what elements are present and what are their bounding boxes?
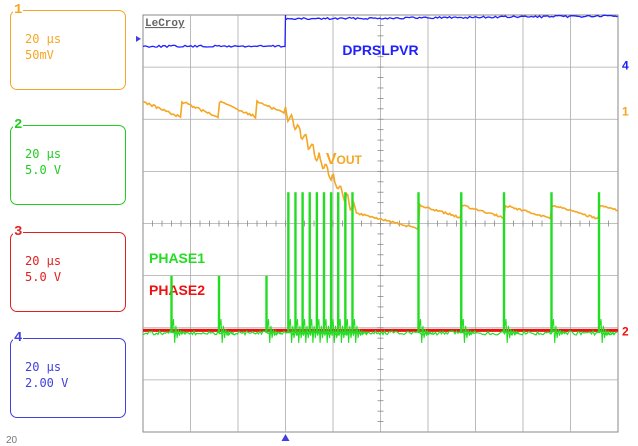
channel-2-box[interactable]: 2 20 µs 5.0 V [10, 118, 126, 205]
phase2-label: PHASE2 [149, 282, 205, 298]
phase1-ringing [551, 318, 567, 344]
phase1-pulse [322, 192, 326, 333]
channel-3-number: 3 [13, 224, 24, 240]
phase1-ringing [266, 318, 282, 344]
channel-4-number: 4 [13, 330, 24, 346]
center-ticks [142, 14, 619, 433]
phase1-pulse [315, 192, 319, 333]
channel-1-scale: 50mV [25, 48, 54, 62]
dprslpvr-trace [142, 14, 618, 49]
phase1-pulse [502, 192, 506, 333]
channel-2-timebase: 20 µs [25, 147, 62, 161]
phase1-pulse [344, 192, 347, 333]
phase1-pulse [265, 275, 268, 333]
vout-label-sub: OUT [337, 153, 363, 167]
phase1-pulse [301, 192, 304, 333]
phase1-pulse [460, 192, 463, 333]
phase1-pulse [217, 275, 221, 333]
phase1-pulse [329, 192, 333, 333]
channel-2-scale: 5.0 V [25, 163, 62, 177]
phase1-pulse [337, 192, 340, 333]
channel-4-scale: 2.00 V [25, 376, 69, 390]
phase1-pulse [597, 192, 601, 333]
phase1-pulse [308, 192, 311, 333]
phase1-pulse [294, 192, 297, 333]
phase1-ringing [352, 318, 368, 344]
phase1-ringing [418, 318, 434, 344]
offset-arrow-left [136, 35, 141, 42]
lecroy-logo: LeCroy [145, 18, 185, 30]
channel-marker-right: 4 [622, 59, 629, 73]
trigger-arrow [281, 434, 290, 441]
phase1-ringing [218, 318, 235, 344]
channel-4-box[interactable]: 4 20 µs 2.00 V [10, 331, 126, 418]
phase1-pulse [287, 192, 290, 333]
channel-2-number: 2 [13, 117, 24, 133]
vout-label: VOUT [326, 151, 363, 168]
phase1-ringing [503, 318, 520, 344]
vout-trace [143, 99, 618, 230]
phase1-pulse [170, 275, 173, 333]
phase1-pulse [417, 192, 420, 333]
phase1-ringing [460, 318, 477, 344]
channel-3-box[interactable]: 3 20 µs 5.0 V [10, 225, 126, 312]
channel-marker-right: 2 [622, 324, 629, 338]
phase1-pulse [550, 192, 553, 333]
phase1-trace [142, 192, 618, 344]
channel-3-timebase: 20 µs [25, 254, 62, 268]
channel-3-scale: 5.0 V [25, 270, 62, 284]
phase1-pulse [351, 192, 354, 333]
footer-label: 20 [6, 435, 18, 446]
channel-1-box[interactable]: 1 20 µs 50mV [10, 3, 126, 90]
channel-1-number: 1 [13, 2, 24, 18]
vout-label-main: V [326, 151, 337, 168]
phase1-ringing [171, 318, 187, 344]
phase1-label: PHASE1 [149, 250, 205, 266]
channel-1-timebase: 20 µs [25, 32, 62, 46]
phase1-ringing [598, 318, 615, 344]
dprslpvr-label: DPRSLPVR [342, 42, 418, 58]
channel-marker-right: 1 [622, 104, 629, 118]
channel-4-timebase: 20 µs [25, 360, 62, 374]
